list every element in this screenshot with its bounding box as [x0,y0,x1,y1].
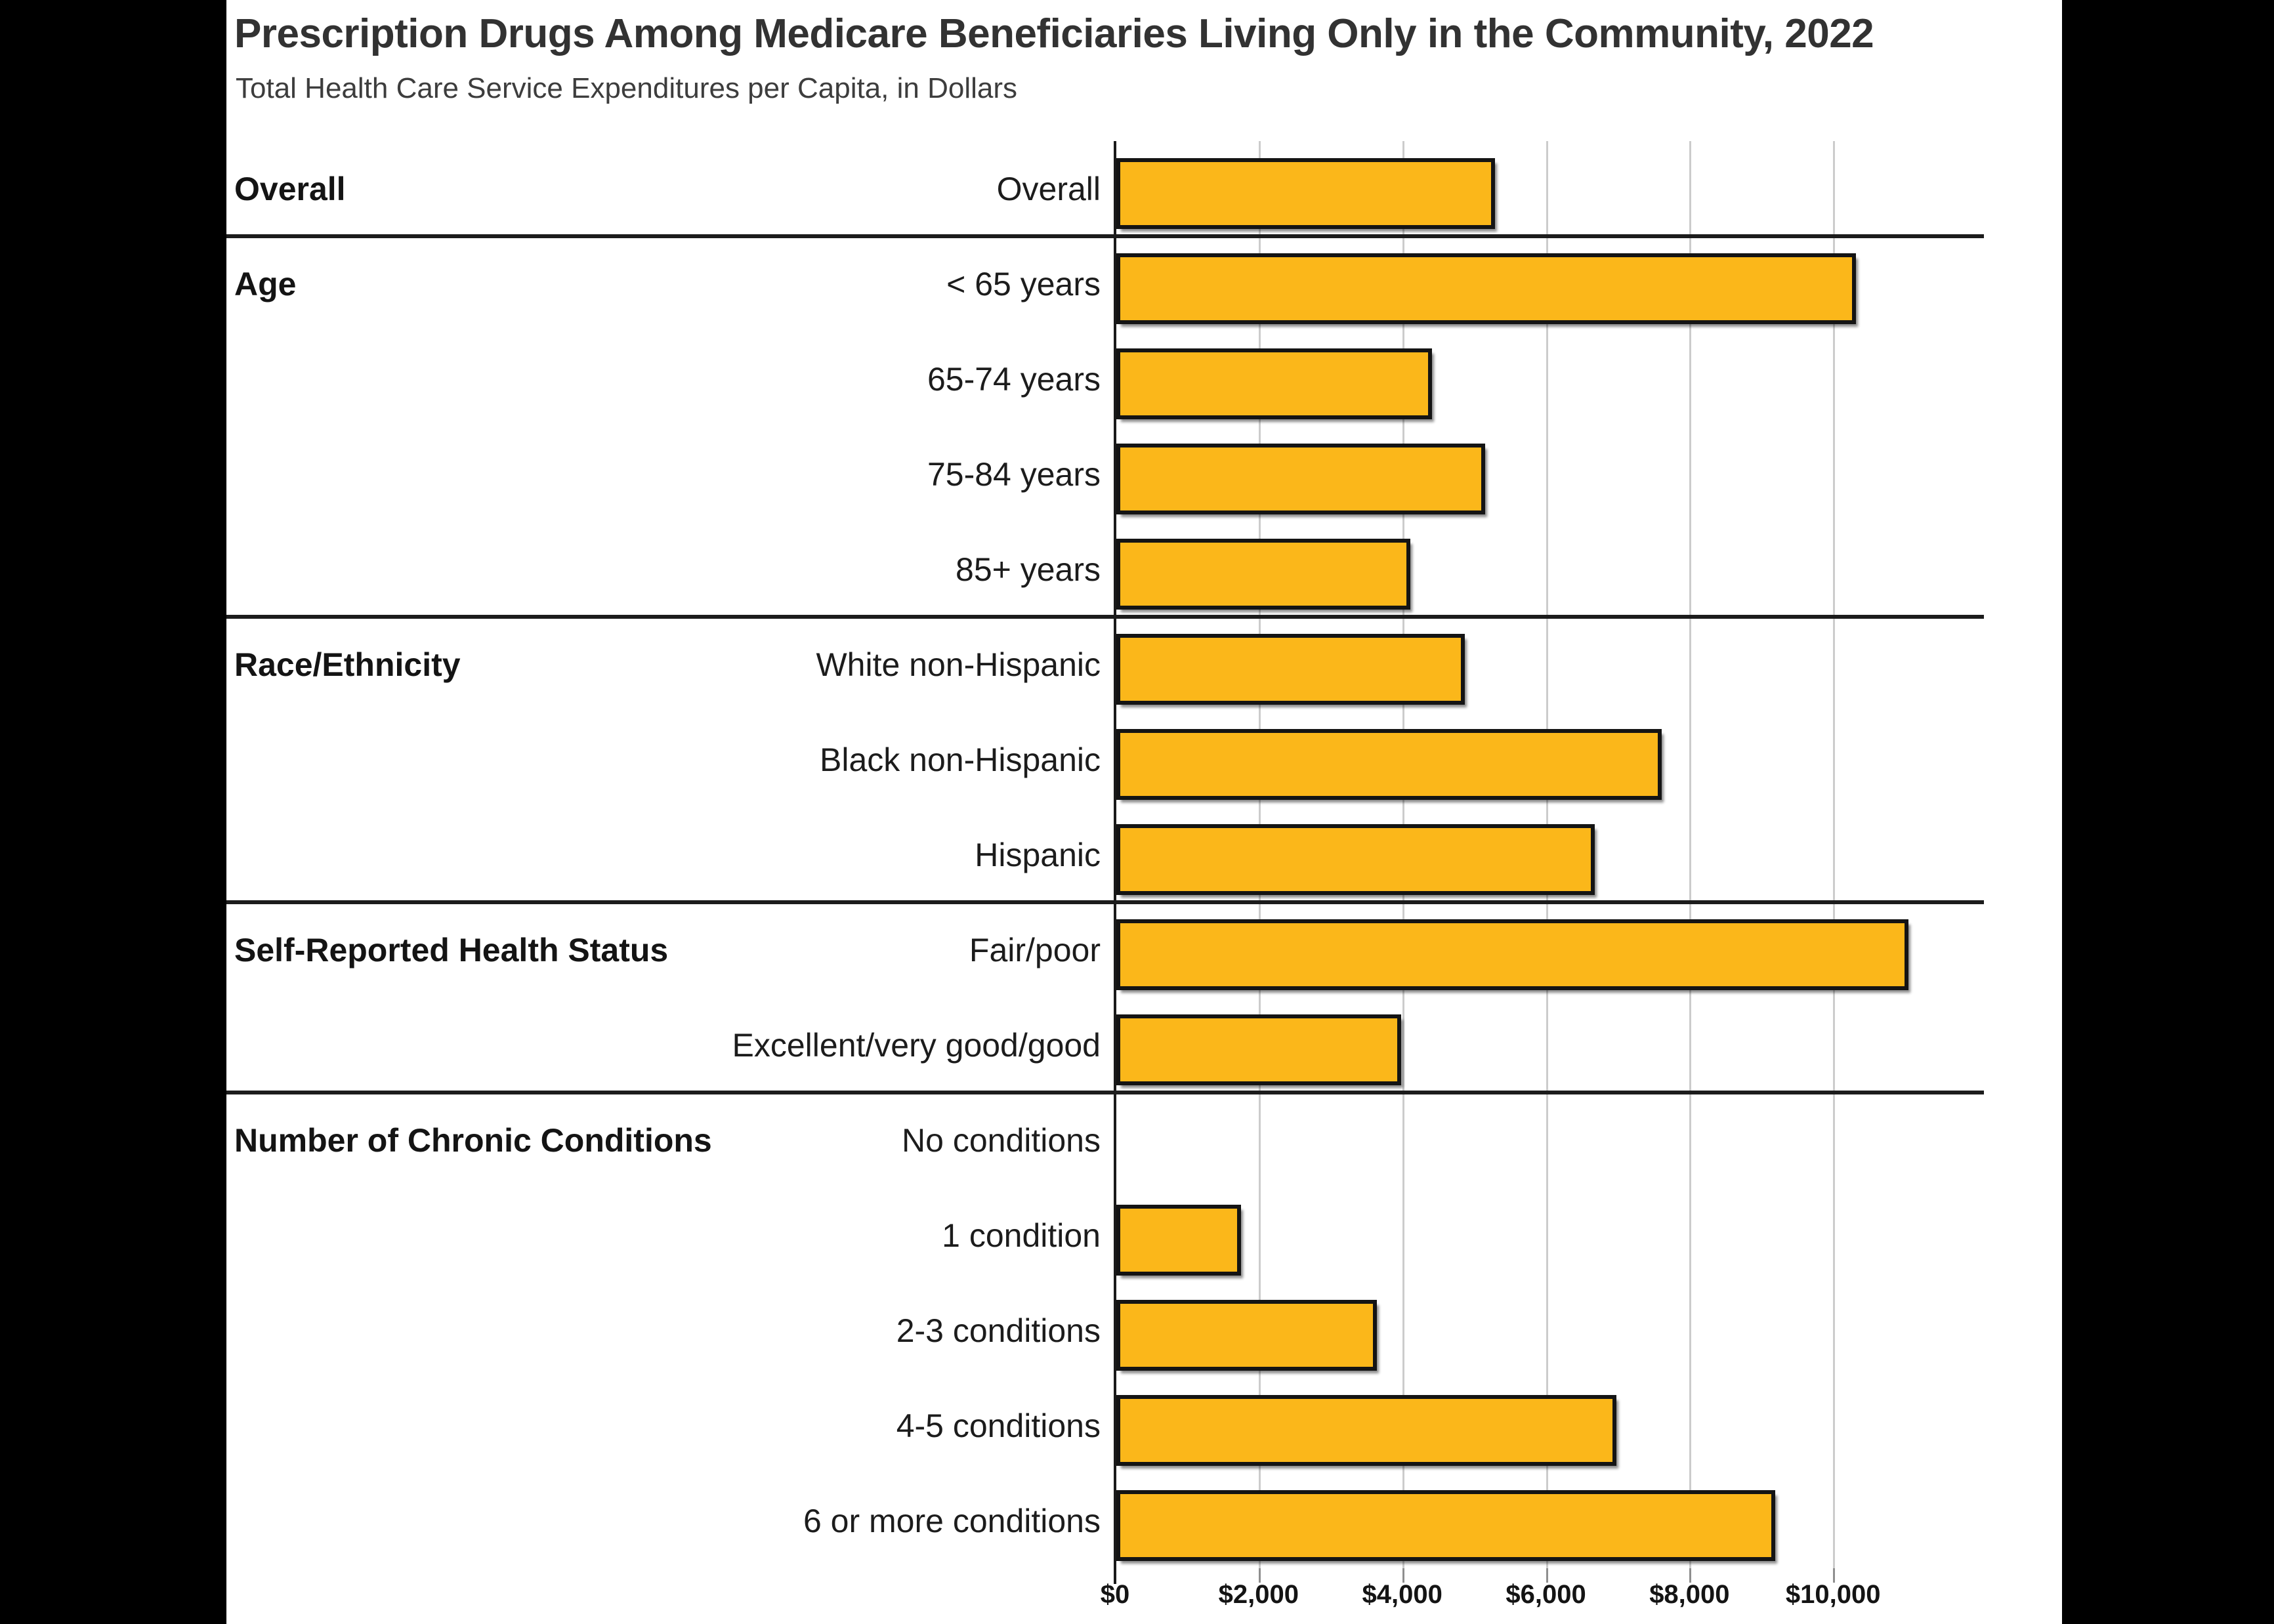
bar [1116,634,1465,705]
letterbox-left [0,0,226,1624]
row-label: Black non-Hispanic [820,741,1101,778]
chart-row: 2-3 conditions [226,1283,1984,1378]
chart-row: Overall Overall [226,141,1984,236]
chart-title: Prescription Drugs Among Medicare Benefi… [234,11,1874,56]
row-label: 4-5 conditions [896,1407,1101,1444]
letterbox-right [2062,0,2274,1624]
chart-row: 1 condition [226,1188,1984,1283]
row-label: White non-Hispanic [816,646,1101,683]
row-label: Fair/poor [969,931,1101,968]
chart-row: 6 or more conditions [226,1473,1984,1568]
x-gridline [1833,141,1836,1568]
bar [1116,444,1486,514]
chart-row: Excellent/very good/good [226,997,1984,1093]
x-axis-tick [1258,1568,1261,1583]
chart-row: Number of Chronic Conditions No condition… [226,1093,1984,1188]
chart-row: Self-Reported Health Status Fair/poor [226,902,1984,997]
section-label: Overall [234,170,346,207]
bar [1116,158,1495,229]
bar [1116,729,1662,800]
y-axis-zero-line [1114,141,1116,1584]
x-tick-label: $8,000 [1649,1580,1730,1609]
bar-chart-plot-area: $0 $2,000 $4,000 $6,000 $8,000 $10,000 Overall… [226,0,2062,1624]
bar [1116,348,1433,419]
chart-subtitle: Total Health Care Service Expenditures p… [236,72,1018,104]
x-tick-label: $0 [1100,1580,1130,1609]
x-axis-tick [1546,1568,1548,1583]
section-label: Number of Chronic Conditions [234,1121,712,1159]
section-separator-line [226,615,1984,619]
row-label: No conditions [902,1121,1101,1159]
row-label: 2-3 conditions [896,1312,1101,1349]
row-label: 6 or more conditions [803,1502,1101,1539]
x-axis-tick [1689,1568,1692,1583]
bar [1116,1490,1776,1561]
row-label: 65-74 years [927,360,1101,398]
chart-row: 85+ years [226,522,1984,617]
bar [1116,919,1908,990]
x-axis-tick [1402,1568,1404,1583]
bar [1116,1205,1242,1276]
bar [1116,1395,1616,1466]
x-gridline [1689,141,1692,1568]
x-tick-label: $10,000 [1785,1580,1881,1609]
x-tick-label: $2,000 [1218,1580,1299,1609]
chart-row: 65-74 years [226,331,1984,427]
chart-row: Hispanic [226,807,1984,902]
section-label: Self-Reported Health Status [234,931,669,968]
bar [1116,539,1410,610]
row-label: Excellent/very good/good [732,1026,1101,1064]
chart-row: Race/Ethnicity White non-Hispanic [226,617,1984,712]
bar [1116,1014,1402,1085]
row-label: Overall [996,170,1101,207]
chart-row: 4-5 conditions [226,1378,1984,1473]
bar [1116,1300,1378,1371]
row-label: < 65 years [946,265,1101,302]
row-label: 85+ years [956,551,1101,588]
chart-row: Age < 65 years [226,236,1984,331]
row-label: 75-84 years [927,455,1101,493]
row-label: 1 condition [942,1217,1101,1254]
x-tick-label: $6,000 [1505,1580,1586,1609]
bar [1116,824,1595,895]
chart-card: Prescription Drugs Among Medicare Benefi… [226,0,2062,1624]
chart-row: 75-84 years [226,427,1984,522]
x-tick-label: $4,000 [1362,1580,1442,1609]
section-separator-line [226,900,1984,904]
row-label: Hispanic [975,836,1101,873]
section-label: Age [234,265,297,302]
section-separator-line [226,234,1984,238]
chart-row: Black non-Hispanic [226,712,1984,807]
section-separator-line [226,1091,1984,1094]
x-axis-tick [1833,1568,1836,1583]
bar [1116,253,1857,324]
section-label: Race/Ethnicity [234,646,461,683]
